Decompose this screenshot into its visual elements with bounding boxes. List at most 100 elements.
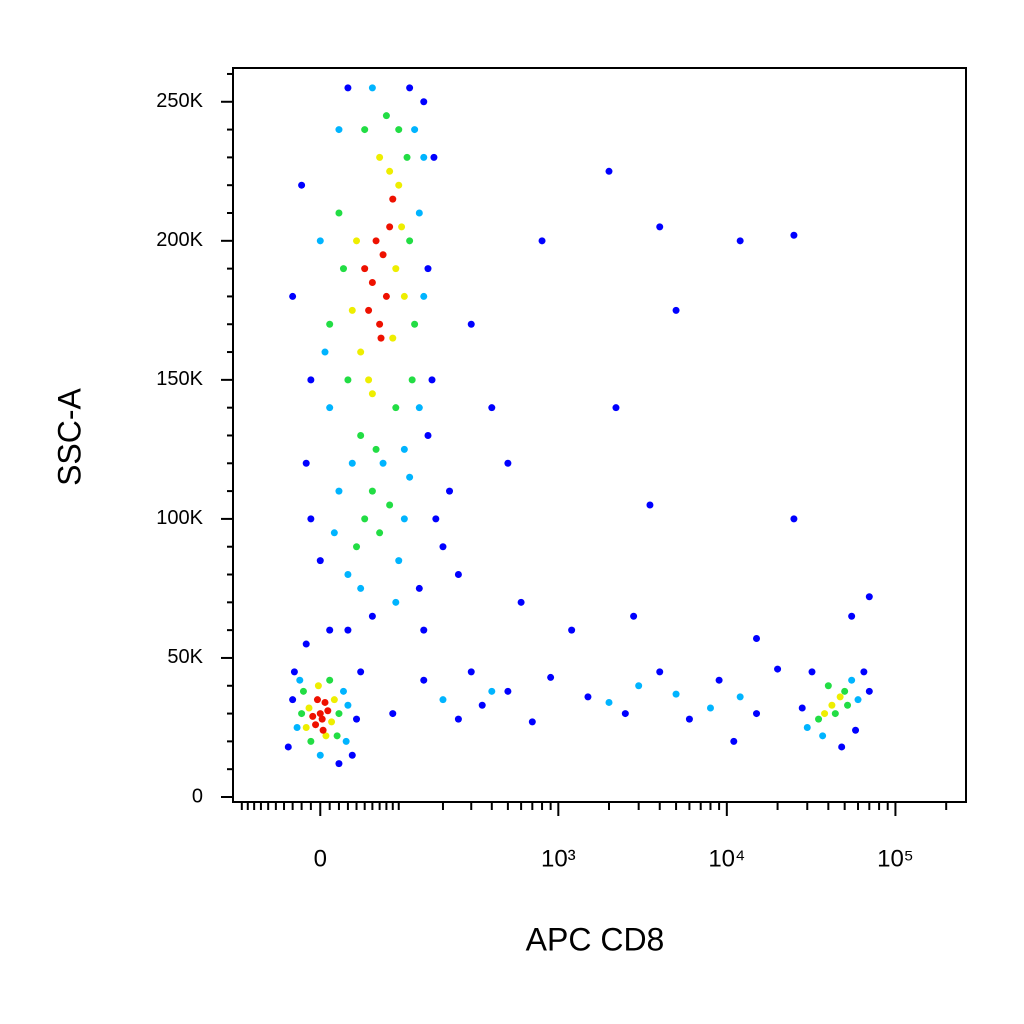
- event-dot: [408, 376, 416, 384]
- event-dot: [368, 612, 376, 620]
- event-dot: [326, 676, 334, 684]
- event-dot: [865, 687, 873, 695]
- x-tick-label: 10³: [541, 845, 576, 872]
- event-dot: [348, 459, 356, 467]
- event-dot: [605, 167, 613, 175]
- event-dot: [326, 320, 334, 328]
- event-dot: [685, 715, 693, 723]
- event-dot: [339, 687, 347, 695]
- event-dot: [344, 84, 352, 92]
- event-dot: [844, 701, 852, 709]
- event-dot: [420, 153, 428, 161]
- event-dot: [316, 557, 324, 565]
- event-dot: [612, 404, 620, 412]
- event-dot: [753, 634, 761, 642]
- event-dot: [365, 376, 373, 384]
- event-dot: [635, 682, 643, 690]
- event-dot: [389, 710, 397, 718]
- event-dot: [389, 334, 397, 342]
- event-dot: [488, 404, 496, 412]
- event-dot: [392, 265, 400, 273]
- event-dot: [403, 153, 411, 161]
- event-dot: [415, 584, 423, 592]
- event-dot: [342, 737, 350, 745]
- event-dot: [386, 501, 394, 509]
- event-dot: [605, 698, 613, 706]
- event-dot: [379, 459, 387, 467]
- event-dot: [798, 704, 806, 712]
- event-dot: [672, 690, 680, 698]
- event-dot: [316, 751, 324, 759]
- event-dot: [415, 404, 423, 412]
- y-tick-label: 150K: [156, 368, 203, 390]
- event-dot: [841, 687, 849, 695]
- y-tick-label: 50K: [167, 646, 203, 668]
- event-dot: [753, 710, 761, 718]
- event-dot: [296, 676, 304, 684]
- event-dot: [305, 704, 313, 712]
- event-dot: [289, 696, 297, 704]
- event-dot: [420, 292, 428, 300]
- event-dot: [335, 760, 343, 768]
- event-dot: [584, 693, 592, 701]
- event-dot: [289, 292, 297, 300]
- event-dot: [538, 237, 546, 245]
- event-dot: [365, 306, 373, 314]
- event-dot: [411, 320, 419, 328]
- event-dot: [361, 265, 369, 273]
- event-dot: [353, 543, 361, 551]
- event-dot: [344, 376, 352, 384]
- event-dot: [309, 712, 317, 720]
- y-tick-label: 0: [192, 785, 203, 807]
- event-dot: [333, 732, 341, 740]
- event-dot: [865, 593, 873, 601]
- event-dot: [344, 571, 352, 579]
- event-dot: [322, 732, 330, 740]
- event-dot: [316, 710, 324, 718]
- event-dot: [736, 693, 744, 701]
- event-dot: [828, 701, 836, 709]
- event-dot: [379, 251, 387, 259]
- event-dot: [852, 726, 860, 734]
- event-dot: [439, 543, 447, 551]
- event-dot: [420, 626, 428, 634]
- event-dot: [819, 732, 827, 740]
- event-dot: [335, 710, 343, 718]
- event-dot: [547, 673, 555, 681]
- event-dot: [316, 237, 324, 245]
- event-dot: [428, 376, 436, 384]
- event-dot: [400, 515, 408, 523]
- event-dot: [395, 181, 403, 189]
- event-dot: [386, 167, 394, 175]
- event-dot: [415, 209, 423, 217]
- event-dot: [353, 715, 361, 723]
- event-dot: [454, 715, 462, 723]
- event-dot: [335, 126, 343, 134]
- event-dot: [854, 696, 862, 704]
- event-dot: [318, 715, 326, 723]
- event-dot: [372, 445, 380, 453]
- event-dot: [504, 687, 512, 695]
- event-dot: [328, 718, 336, 726]
- event-dot: [467, 668, 475, 676]
- event-dot: [646, 501, 654, 509]
- event-dot: [344, 701, 352, 709]
- event-dot: [298, 710, 306, 718]
- event-dot: [568, 626, 576, 634]
- event-dot: [424, 431, 432, 439]
- event-dot: [361, 515, 369, 523]
- event-dot: [848, 676, 856, 684]
- event-dot: [406, 473, 414, 481]
- event-dot: [398, 223, 406, 231]
- event-dot: [284, 743, 292, 751]
- event-dot: [630, 612, 638, 620]
- event-dot: [290, 668, 298, 676]
- event-dot: [439, 696, 447, 704]
- event-dot: [368, 84, 376, 92]
- event-dot: [411, 126, 419, 134]
- event-dot: [293, 723, 301, 731]
- x-tick-label: 0: [314, 845, 327, 872]
- event-dot: [389, 195, 397, 203]
- event-dot: [424, 265, 432, 273]
- event-dot: [400, 445, 408, 453]
